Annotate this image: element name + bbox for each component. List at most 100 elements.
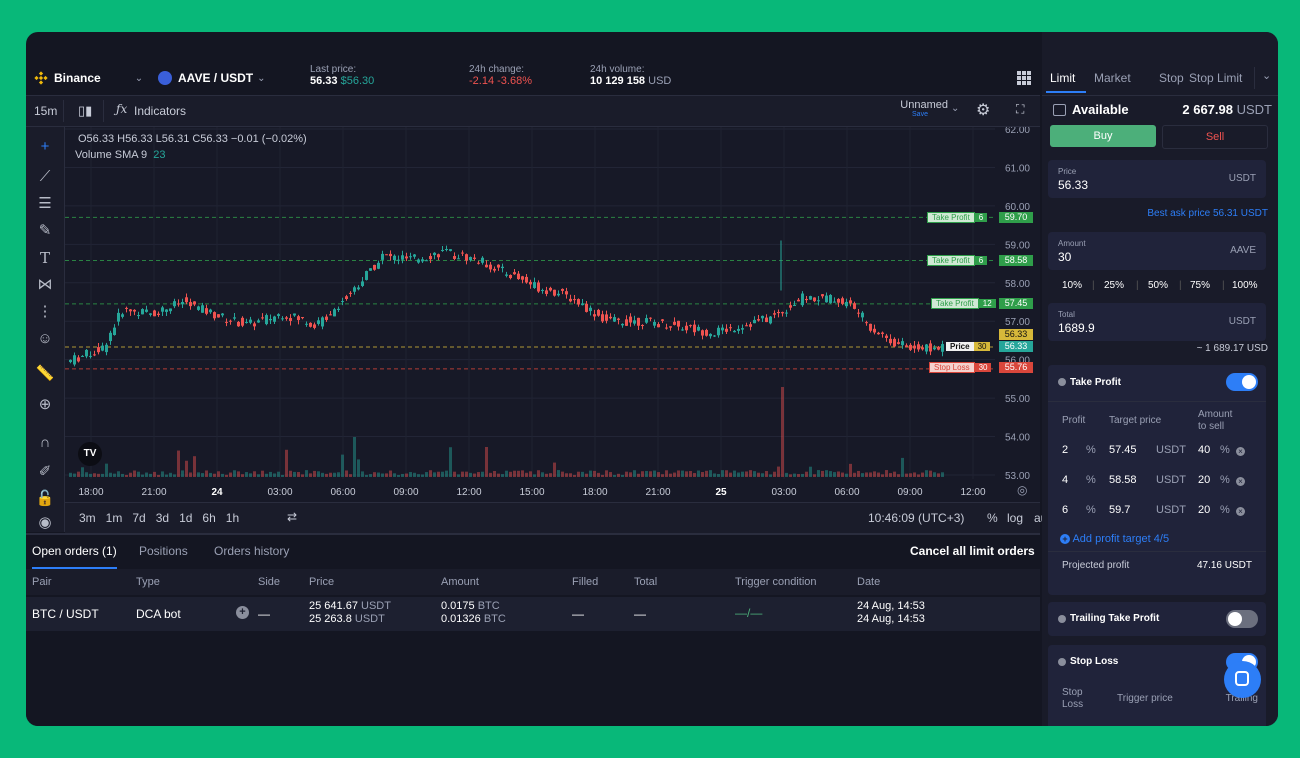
pencil-lock-icon[interactable]: ✐	[38, 463, 52, 480]
magnet-icon[interactable]: ∩	[39, 434, 51, 451]
indicators-button[interactable]: Indicators	[134, 104, 187, 118]
chat-support-button[interactable]	[1224, 661, 1261, 698]
volume-bar	[321, 472, 324, 477]
ruler-icon[interactable]: 📏	[35, 365, 55, 382]
tab-market[interactable]: Market	[1094, 71, 1131, 85]
date-range-icon[interactable]: ⇄	[287, 510, 298, 524]
remove-icon[interactable]: ×	[1236, 447, 1245, 456]
volume-bar	[69, 472, 72, 477]
measure-lines-icon[interactable]: ⋮	[37, 303, 53, 320]
fullscreen-icon[interactable]: ⛶	[1016, 102, 1025, 116]
time-tick: 12:00	[456, 487, 481, 498]
remove-icon[interactable]: ×	[1236, 507, 1245, 516]
axis-settings-icon[interactable]: ◎	[1017, 483, 1028, 497]
volume-bar	[553, 462, 556, 477]
trailing-toggle[interactable]	[1226, 610, 1258, 628]
row-date: 24 Aug, 14:53 24 Aug, 14:53	[857, 600, 925, 626]
chevron-down-icon[interactable]: ⌄	[1262, 70, 1272, 82]
horizontal-lines-icon[interactable]: ☰	[38, 195, 52, 212]
price-tag[interactable]: Price 30	[946, 340, 991, 353]
tp-row-amount: 20	[1198, 474, 1211, 486]
candle-body	[717, 327, 720, 336]
volume-bar	[465, 471, 468, 477]
crosshair-icon[interactable]: +	[40, 138, 50, 155]
pair-selector[interactable]: AAVE / USDT ⌄	[158, 61, 266, 95]
trendline-icon[interactable]: ⟋	[39, 168, 51, 185]
tab-orders-history[interactable]: Orders history	[214, 544, 290, 558]
cancel-all-button[interactable]: Cancel all limit orders ⌄	[910, 535, 1040, 590]
percent-button[interactable]: 100%	[1232, 280, 1258, 291]
volume-bar	[453, 471, 456, 477]
zoom-in-icon[interactable]: ⊕	[38, 396, 52, 413]
projected-profit-value: 47.16 USDT	[1196, 560, 1252, 571]
tp1-tag[interactable]: Take Profit 6	[927, 211, 988, 224]
candle-body	[413, 254, 416, 257]
price-chart[interactable]: 62.00 61.00 60.00 59.00 58.00 57.00 56.00 55.00…	[65, 127, 1040, 502]
row-amount-1: 0.0175	[441, 600, 475, 612]
layout-name[interactable]: Unnamed Save	[892, 99, 948, 118]
tab-stop-limit[interactable]: Stop Limit	[1189, 71, 1243, 85]
tp-row[interactable]: 4 % 58.58 USDT 20 % ×	[1048, 470, 1266, 492]
amount-field[interactable]: Amount 30 AAVE	[1048, 232, 1266, 270]
volume-bar	[529, 471, 532, 477]
buy-button[interactable]: Buy	[1050, 125, 1156, 147]
range-button[interactable]: 1m	[105, 511, 123, 525]
volume-bar	[201, 473, 204, 477]
candle-type-icon[interactable]: ▯▮	[78, 103, 93, 118]
candle-body	[497, 264, 500, 268]
range-button[interactable]: 3d	[155, 511, 170, 525]
tp3-label: Take Profit	[931, 298, 979, 309]
tp2-tag[interactable]: Take Profit 6	[927, 254, 988, 267]
add-profit-target-button[interactable]: + Add profit target 4/5	[1060, 533, 1169, 545]
text-icon[interactable]: T	[39, 249, 50, 267]
take-profit-toggle[interactable]	[1226, 373, 1258, 391]
candle-body	[201, 305, 204, 313]
table-row[interactable]: BTC / USDT DCA bot + — 25 641.67 USDT 25…	[26, 597, 1040, 631]
sell-button[interactable]: Sell	[1162, 125, 1268, 149]
brush-icon[interactable]: ✎	[38, 222, 52, 239]
volume-bar	[233, 470, 236, 477]
percent-toggle[interactable]: %	[987, 511, 998, 525]
volume-bar	[349, 474, 352, 477]
interval-button[interactable]: 15m	[34, 104, 58, 118]
volume-bar	[221, 473, 224, 477]
expand-plus-icon[interactable]: +	[236, 606, 249, 619]
range-button[interactable]: 7d	[132, 511, 146, 525]
best-ask-link[interactable]: Best ask price 56.31 USDT	[1147, 208, 1268, 219]
volume-bar	[129, 472, 132, 477]
remove-icon[interactable]: ×	[1236, 477, 1245, 486]
percent-button[interactable]: 10%	[1062, 280, 1083, 291]
price-field[interactable]: Price 56.33 USDT	[1048, 160, 1266, 198]
eye-icon[interactable]: ◉	[38, 514, 52, 531]
tab-limit[interactable]: Limit	[1050, 71, 1076, 85]
tp-row[interactable]: 6 % 59.7 USDT 20 % ×	[1048, 500, 1266, 522]
total-field[interactable]: Total 1689.9 USDT	[1048, 303, 1266, 341]
tab-positions[interactable]: Positions	[139, 544, 188, 558]
pattern-icon[interactable]: ⋈	[37, 276, 53, 293]
lock-icon[interactable]: 🔓	[35, 490, 55, 507]
sl-tag[interactable]: Stop Loss 30	[929, 361, 992, 374]
percent-button[interactable]: 25%	[1104, 280, 1125, 291]
tab-stop[interactable]: Stop	[1159, 71, 1184, 85]
exchange-selector[interactable]: Binance ⌄	[34, 61, 143, 95]
tab-open-orders[interactable]: Open orders (1)	[32, 535, 117, 569]
range-button[interactable]: 1h	[225, 511, 240, 525]
volume-bar	[845, 473, 848, 477]
chevron-down-icon[interactable]: ⌄	[951, 103, 960, 114]
take-profit-title: Take Profit	[1070, 377, 1121, 388]
percent-button[interactable]: 50%	[1148, 280, 1169, 291]
volume-bar	[909, 473, 912, 477]
tp-row[interactable]: 2 % 57.45 USDT 40 % ×	[1048, 440, 1266, 462]
tp-row-pct: %	[1220, 474, 1230, 486]
range-button[interactable]: 6h	[202, 511, 216, 525]
candle-body	[817, 300, 820, 302]
tp3-tag[interactable]: Take Profit 12	[931, 297, 996, 310]
range-button[interactable]: 1d	[179, 511, 193, 525]
emoji-icon[interactable]: ☺	[37, 330, 53, 347]
range-button[interactable]: 3m	[79, 511, 96, 525]
percent-button[interactable]: 75%	[1190, 280, 1211, 291]
log-toggle[interactable]: log	[1007, 511, 1024, 525]
gear-icon[interactable]: ⚙	[976, 102, 991, 119]
candle-body	[241, 317, 244, 326]
grid-layout-icon[interactable]	[1016, 70, 1032, 86]
